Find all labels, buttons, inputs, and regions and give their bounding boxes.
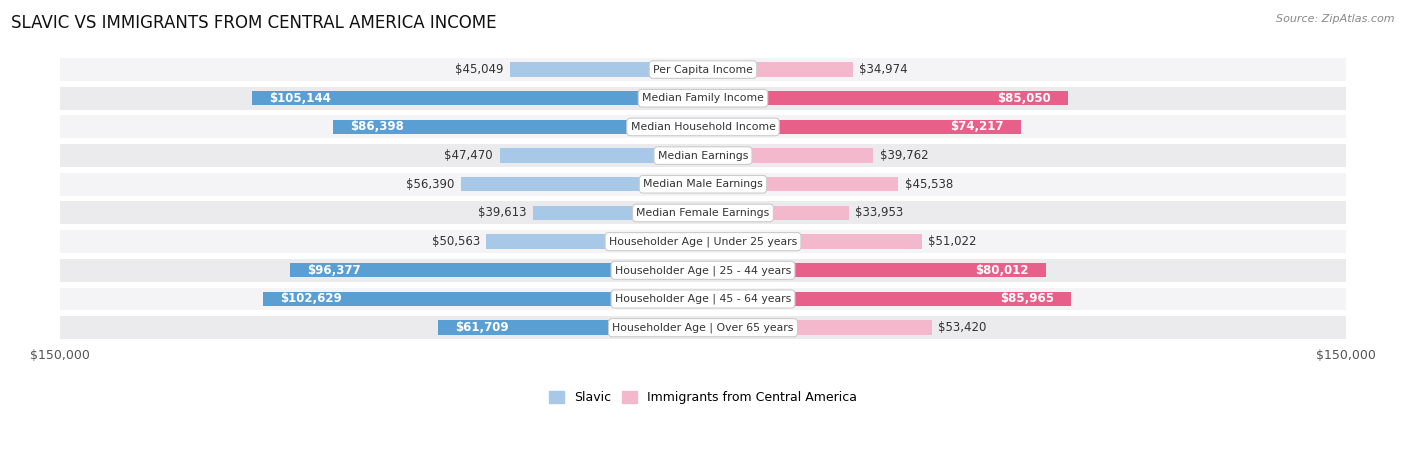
Bar: [461, 177, 703, 191]
Bar: [703, 149, 873, 163]
Bar: [252, 91, 703, 106]
Bar: [703, 120, 1021, 134]
Bar: [60, 87, 1346, 110]
Text: $33,953: $33,953: [855, 206, 903, 219]
Text: Source: ZipAtlas.com: Source: ZipAtlas.com: [1277, 14, 1395, 24]
Text: $53,420: $53,420: [938, 321, 987, 334]
Bar: [60, 316, 1346, 339]
Text: Median Family Income: Median Family Income: [643, 93, 763, 103]
Bar: [60, 259, 1346, 282]
Text: $47,470: $47,470: [444, 149, 494, 162]
Text: $45,538: $45,538: [904, 178, 953, 191]
Text: Householder Age | 45 - 64 years: Householder Age | 45 - 64 years: [614, 294, 792, 304]
Bar: [333, 120, 703, 134]
Text: $51,022: $51,022: [928, 235, 977, 248]
Text: $39,613: $39,613: [478, 206, 527, 219]
Bar: [60, 230, 1346, 253]
Text: $80,012: $80,012: [976, 264, 1029, 277]
Bar: [703, 63, 853, 77]
Bar: [703, 234, 922, 249]
Text: Householder Age | Under 25 years: Householder Age | Under 25 years: [609, 236, 797, 247]
Bar: [486, 234, 703, 249]
Bar: [703, 320, 932, 335]
Text: $56,390: $56,390: [406, 178, 456, 191]
Bar: [263, 292, 703, 306]
Bar: [60, 144, 1346, 167]
Text: Per Capita Income: Per Capita Income: [652, 64, 754, 75]
Bar: [703, 91, 1067, 106]
Text: $105,144: $105,144: [270, 92, 332, 105]
Text: Householder Age | 25 - 44 years: Householder Age | 25 - 44 years: [614, 265, 792, 276]
Bar: [60, 58, 1346, 81]
Bar: [703, 292, 1071, 306]
Text: $34,974: $34,974: [859, 63, 908, 76]
Bar: [60, 201, 1346, 225]
Text: Median Female Earnings: Median Female Earnings: [637, 208, 769, 218]
Text: $61,709: $61,709: [456, 321, 509, 334]
Bar: [60, 173, 1346, 196]
Bar: [499, 149, 703, 163]
Bar: [510, 63, 703, 77]
Text: $85,050: $85,050: [997, 92, 1050, 105]
Text: $96,377: $96,377: [307, 264, 361, 277]
Text: $39,762: $39,762: [880, 149, 928, 162]
Bar: [439, 320, 703, 335]
Text: $86,398: $86,398: [350, 120, 404, 134]
Text: Median Male Earnings: Median Male Earnings: [643, 179, 763, 189]
Bar: [60, 288, 1346, 311]
Bar: [533, 206, 703, 220]
Text: Median Household Income: Median Household Income: [630, 122, 776, 132]
Text: $85,965: $85,965: [1000, 292, 1054, 305]
Text: $102,629: $102,629: [280, 292, 342, 305]
Text: SLAVIC VS IMMIGRANTS FROM CENTRAL AMERICA INCOME: SLAVIC VS IMMIGRANTS FROM CENTRAL AMERIC…: [11, 14, 496, 32]
Text: $50,563: $50,563: [432, 235, 479, 248]
Legend: Slavic, Immigrants from Central America: Slavic, Immigrants from Central America: [544, 386, 862, 409]
Bar: [703, 206, 849, 220]
Bar: [290, 263, 703, 277]
Text: Householder Age | Over 65 years: Householder Age | Over 65 years: [612, 322, 794, 333]
Text: $45,049: $45,049: [456, 63, 503, 76]
Bar: [703, 263, 1046, 277]
Bar: [703, 177, 898, 191]
Bar: [60, 115, 1346, 138]
Text: Median Earnings: Median Earnings: [658, 150, 748, 161]
Text: $74,217: $74,217: [950, 120, 1004, 134]
